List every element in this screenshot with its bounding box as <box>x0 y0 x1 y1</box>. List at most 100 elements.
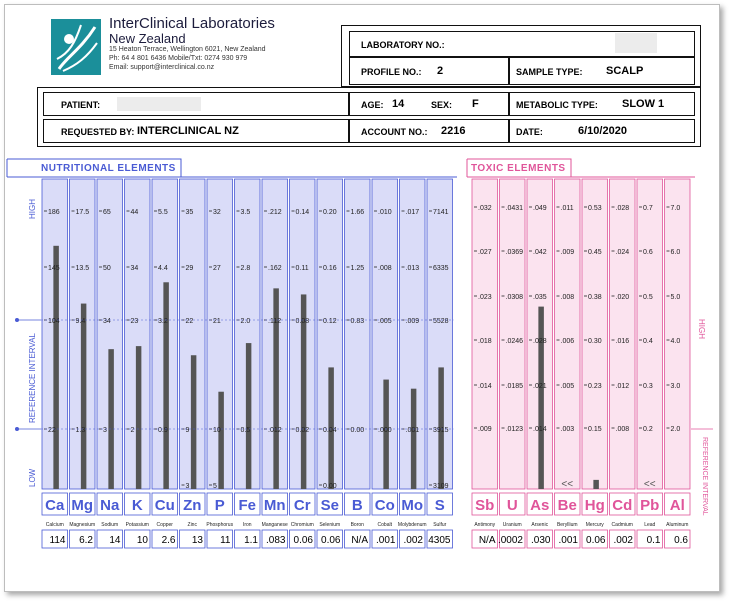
scale-label: 7141 <box>433 209 449 216</box>
redacted-patient-name <box>117 97 201 111</box>
toxic-column <box>499 178 526 490</box>
value-bar <box>163 282 169 489</box>
scale-label: 27 <box>213 265 221 272</box>
scale-label: .009 <box>406 318 420 325</box>
laboratory-no-field <box>349 31 695 57</box>
element-result: .002 <box>614 535 634 546</box>
scale-label: 0.5 <box>643 294 653 301</box>
element-symbol: Ca <box>45 497 65 514</box>
element-result: 0.6 <box>674 535 688 546</box>
scale-label: 4.4 <box>158 265 168 272</box>
element-result: 11 <box>220 535 231 546</box>
toxic-column <box>609 178 636 490</box>
scale-label: 1.3 <box>76 427 86 434</box>
element-name: Lead <box>644 522 655 528</box>
element-name: Arsenic <box>531 522 548 528</box>
laboratory-no-label: LABORATORY NO.: <box>361 40 445 50</box>
lab-email: Email: support@interclinical.co.nz <box>109 64 215 71</box>
value-bar <box>538 306 544 489</box>
scale-label: .0246 <box>506 338 524 345</box>
scale-label: 3915 <box>433 427 449 434</box>
date-field <box>509 119 695 143</box>
nutritional-result-cell <box>96 529 123 549</box>
scale-label: 0.14 <box>296 209 310 216</box>
scale-label: 34 <box>131 265 139 272</box>
scale-label: 0.12 <box>323 318 337 325</box>
date-value: 6/10/2020 <box>578 125 627 137</box>
scale-label: 9 <box>186 427 190 434</box>
element-symbol: Na <box>100 497 120 514</box>
lab-address: 15 Heaton Terrace, Wellington 6021, New … <box>109 46 266 53</box>
scale-label: 0.16 <box>323 265 337 272</box>
element-symbol: Zn <box>183 497 201 514</box>
nutritional-symbol-cell <box>344 492 371 516</box>
scale-label: .028 <box>616 205 630 212</box>
sample-type-value: SCALP <box>606 65 644 77</box>
nutritional-result-cell <box>41 529 68 549</box>
element-symbol: Sb <box>475 497 494 514</box>
scale-label: 22 <box>48 427 56 434</box>
sample-type-field <box>509 57 695 85</box>
lab-country: New Zealand <box>109 31 186 46</box>
scale-label: 0.23 <box>588 383 602 390</box>
element-result: 10 <box>137 535 149 546</box>
nutritional-frame <box>7 158 457 178</box>
element-symbol: Cr <box>294 497 311 514</box>
toxic-result-cell <box>609 529 636 549</box>
nutritional-result-cell <box>179 529 206 549</box>
scale-label: 35 <box>186 209 194 216</box>
scale-label: 5528 <box>433 318 449 325</box>
value-bar <box>80 303 87 489</box>
element-name: Selenium <box>319 522 340 528</box>
scale-label: 0.04 <box>323 427 337 434</box>
lab-info-box <box>341 25 701 87</box>
scale-label: 65 <box>103 209 111 216</box>
toxic-column <box>581 178 608 490</box>
element-symbol: S <box>435 497 445 514</box>
toxic-result-cell <box>499 529 526 549</box>
scale-label: .017 <box>406 209 420 216</box>
element-result: 0.1 <box>647 535 661 546</box>
scale-label: .035 <box>533 294 547 301</box>
element-name: Boron <box>351 522 365 528</box>
scale-label: 17.5 <box>76 209 90 216</box>
nutritional-symbol-cell <box>179 492 206 516</box>
scale-label: 2.8 <box>241 265 251 272</box>
scale-label: 5.5 <box>158 209 168 216</box>
scale-label: .009 <box>478 426 492 433</box>
scale-label: 0.11 <box>296 265 309 272</box>
toxic-column <box>664 178 691 490</box>
element-result: .0002 <box>498 535 523 546</box>
age-value: 14 <box>392 98 405 110</box>
nutritional-result-cell <box>124 529 151 549</box>
profile-no-field <box>349 57 509 85</box>
element-symbol: Fe <box>238 497 256 514</box>
nutritional-result-cell <box>234 529 261 549</box>
value-bar <box>438 367 444 489</box>
low-axis-label: LOW <box>28 468 37 487</box>
report-sheet: InterClinical Laboratories New Zealand 1… <box>4 4 720 592</box>
toxic-symbol-cell <box>581 492 608 516</box>
scale-label: .042 <box>533 249 547 256</box>
nutritional-result-cell <box>426 529 453 549</box>
element-name: Molybdenum <box>398 522 427 528</box>
toxic-result-cell <box>554 529 581 549</box>
element-result: 0.06 <box>321 535 341 546</box>
scale-label: 1.25 <box>351 265 365 272</box>
element-symbol: U <box>507 497 518 514</box>
element-name: Chromium <box>291 522 314 528</box>
element-symbol: Pb <box>640 497 659 514</box>
scale-label: 10 <box>213 427 221 434</box>
scale-label: 145 <box>48 265 60 272</box>
element-symbol: K <box>132 497 143 514</box>
scale-label: .0308 <box>506 294 524 301</box>
scale-label: .014 <box>533 426 547 433</box>
element-symbol: Se <box>321 497 339 514</box>
lab-phone: Ph: 64 4 801 6436 Mobile/Txt: 0274 930 9… <box>109 55 248 62</box>
scale-label: 0.00 <box>351 427 365 434</box>
account-no-label: ACCOUNT NO.: <box>361 127 428 137</box>
toxic-reference-interval-axis-label: REFERENCE INTERVAL <box>701 437 708 516</box>
account-no-value: 2216 <box>441 125 466 137</box>
date-label: DATE: <box>516 127 543 137</box>
toxic-result-cell <box>526 529 553 549</box>
